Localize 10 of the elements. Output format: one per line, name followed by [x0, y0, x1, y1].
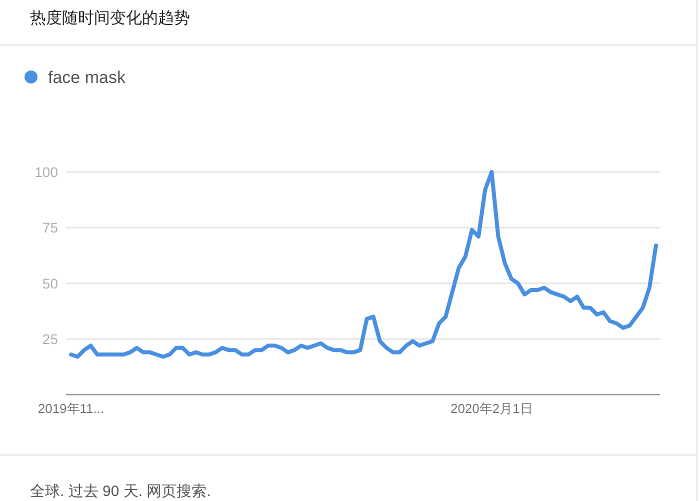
ytick: 50: [42, 275, 58, 292]
ytick: 25: [42, 330, 58, 347]
xtick: 2019年11...: [38, 401, 104, 416]
legend-label: face mask: [48, 68, 126, 87]
ytick: 100: [34, 164, 58, 180]
annotation: 全球. 过去 90 天. 网页搜索.: [30, 483, 211, 500]
title: 热度随时间变化的趋势: [30, 10, 190, 27]
xtick: 2020年2月1日: [450, 401, 533, 416]
legend-item: face mask: [24, 68, 126, 87]
ytick: 75: [42, 220, 58, 236]
